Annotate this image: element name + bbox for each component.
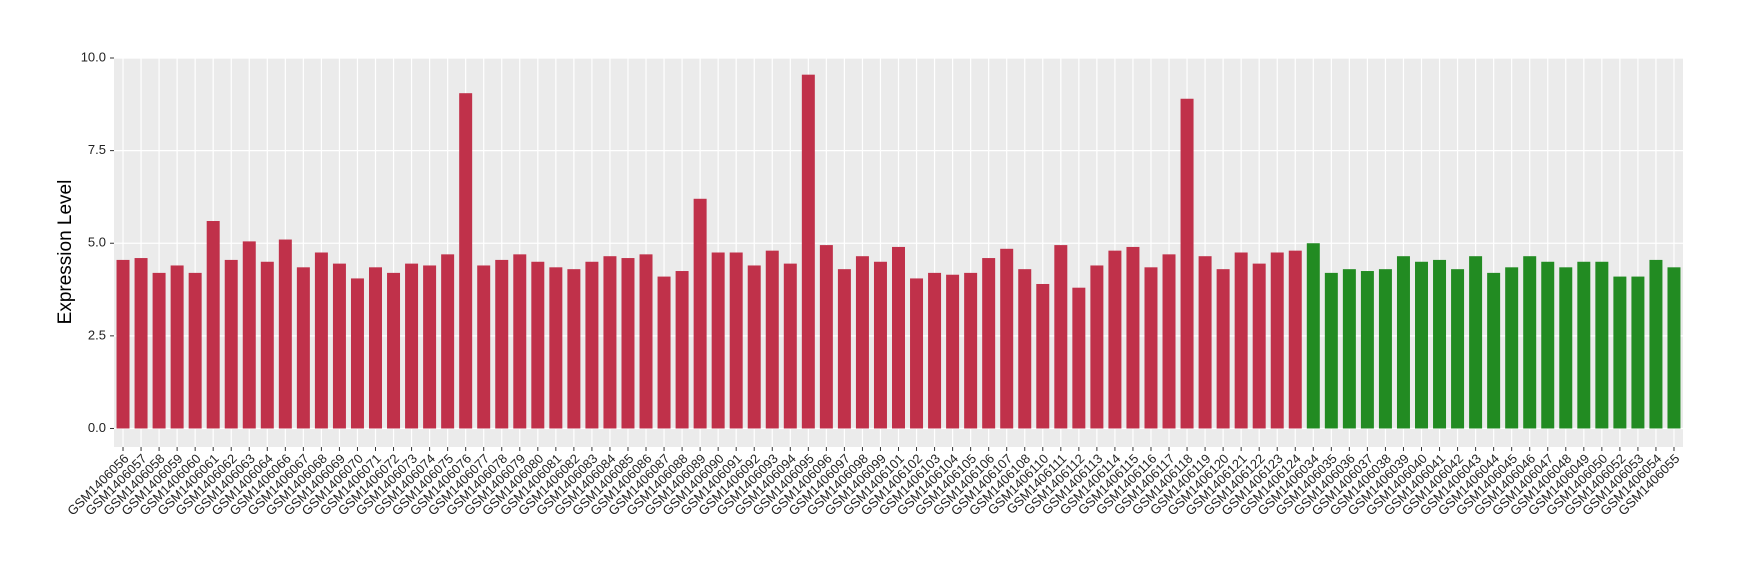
bar	[621, 258, 635, 429]
bar	[459, 93, 473, 429]
y-tick-label: 5.0	[88, 235, 106, 250]
bar	[1433, 259, 1447, 429]
bar	[982, 258, 996, 429]
bar	[387, 272, 401, 429]
bar	[260, 261, 274, 429]
bar	[657, 276, 671, 429]
bar	[1270, 252, 1284, 429]
bar	[1595, 261, 1609, 429]
bar	[477, 265, 491, 429]
bar	[1324, 272, 1338, 429]
bar	[1252, 263, 1266, 429]
bar	[1396, 256, 1410, 429]
bar	[1036, 283, 1050, 429]
bar	[693, 198, 707, 429]
bar	[1342, 269, 1356, 429]
bar	[1415, 261, 1428, 429]
bar	[242, 241, 256, 429]
bar	[206, 221, 220, 429]
bar	[1180, 98, 1194, 429]
bar	[747, 265, 761, 429]
bar	[1631, 276, 1645, 429]
bar	[513, 254, 527, 429]
y-tick-label: 2.5	[88, 327, 106, 342]
bar	[783, 263, 797, 429]
bar	[549, 267, 563, 429]
bar	[134, 258, 148, 429]
bar	[1306, 243, 1320, 429]
bar	[423, 265, 437, 429]
bar	[1505, 267, 1519, 429]
bar	[116, 259, 130, 429]
bar	[1000, 248, 1014, 429]
bar	[873, 261, 887, 429]
bar	[441, 254, 455, 429]
bar	[1216, 269, 1230, 429]
bar	[837, 269, 851, 429]
bar	[1126, 246, 1140, 429]
bar	[1144, 267, 1158, 429]
bar	[1162, 254, 1176, 429]
bar	[188, 272, 202, 429]
bar	[495, 259, 509, 429]
bar	[1072, 287, 1086, 429]
bar	[278, 239, 292, 429]
bar	[603, 256, 617, 429]
bar	[369, 267, 382, 429]
bar	[152, 272, 166, 429]
bar	[1559, 267, 1573, 429]
y-tick-label: 0.0	[88, 420, 106, 435]
bar	[946, 274, 960, 429]
bar	[892, 246, 905, 429]
bar	[531, 261, 545, 429]
bar	[910, 278, 924, 429]
bar	[639, 254, 653, 429]
bar	[1090, 265, 1104, 429]
bar	[855, 256, 869, 429]
bar	[1288, 250, 1302, 429]
bar	[1613, 276, 1627, 429]
bar	[928, 272, 942, 429]
bar	[296, 267, 310, 429]
y-axis-label: Expression Level	[55, 180, 76, 325]
bar	[801, 74, 815, 429]
bar	[675, 271, 689, 429]
bar	[765, 250, 779, 429]
bar	[314, 252, 328, 429]
bar	[1234, 252, 1248, 429]
y-tick-label: 7.5	[88, 142, 106, 157]
bar	[405, 263, 419, 429]
bar	[819, 245, 833, 429]
bar	[332, 263, 346, 429]
bar	[1054, 245, 1068, 429]
bar	[1487, 272, 1501, 429]
bar	[585, 261, 599, 429]
bar	[1541, 261, 1555, 429]
bar	[350, 278, 364, 429]
bar	[1469, 256, 1483, 429]
bar	[1378, 269, 1392, 429]
bar	[1198, 256, 1212, 429]
bar	[1108, 250, 1122, 429]
bar	[729, 252, 743, 429]
bar	[1649, 259, 1663, 429]
bar	[1451, 269, 1465, 429]
bar	[1018, 269, 1032, 429]
bar	[567, 269, 581, 429]
bar	[1523, 256, 1537, 429]
bar	[170, 265, 184, 429]
y-tick-label: 10.0	[81, 49, 106, 64]
bar	[224, 259, 238, 429]
bar	[1667, 267, 1681, 429]
bar	[1577, 261, 1591, 429]
bar	[1360, 271, 1374, 429]
bar	[964, 272, 978, 429]
bar	[711, 252, 725, 429]
